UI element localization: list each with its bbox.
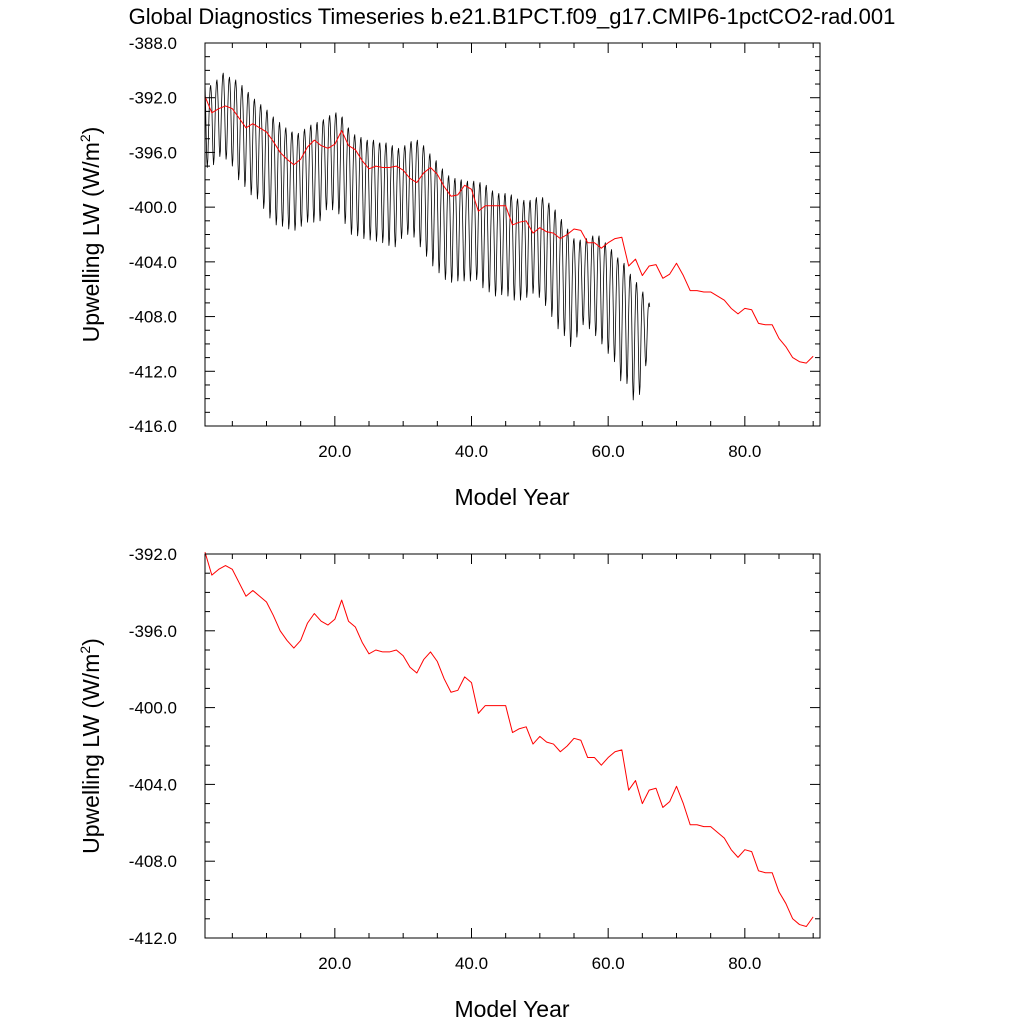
panel-top-series [204, 72, 814, 401]
panel-top-x-axis-title: Model Year [454, 484, 569, 510]
panel-bottom-ticks: 20.0 40.0 60.0 80.0 -392.0 -396.0 -400.0 -404.0… [129, 545, 820, 973]
panel-top: 20.0 40.0 60.0 80.0 -388.0 -392.0 -396.0 -400.0… [77, 34, 821, 510]
y-tick-label: -400.0 [129, 198, 177, 217]
figure-title: Global Diagnostics Timeseries b.e21.B1PC… [129, 4, 896, 29]
panel-top-ticks: 20.0 40.0 60.0 80.0 -388.0 -392.0 -396.0 -400.0… [129, 34, 820, 461]
x-tick-label: 80.0 [728, 442, 761, 461]
panel-top-y-axis-title-close: ) [78, 127, 104, 135]
panel-bottom-y-axis-title-close: ) [78, 638, 104, 646]
y-tick-label: -404.0 [129, 775, 177, 794]
x-tick-label: 60.0 [592, 954, 625, 973]
panel-top-y-axis-title-main: Upwelling LW (W/m [78, 142, 104, 342]
panel-bottom-y-axis-title: Upwelling LW (W/m2) [77, 638, 104, 854]
y-tick-label: -392.0 [129, 545, 177, 564]
panel-bottom-x-axis-title: Model Year [454, 996, 569, 1022]
panel-top-y-axis-title-sup: 2 [77, 134, 93, 142]
panel-bottom-y-axis-title-main: Upwelling LW (W/m [78, 654, 104, 854]
y-tick-label: -416.0 [129, 417, 177, 436]
panel-bottom-series [204, 551, 814, 927]
y-tick-label: -408.0 [129, 308, 177, 327]
series-line-annual-mean [204, 96, 814, 364]
y-tick-label: -388.0 [129, 34, 177, 53]
series-line-annual-mean [204, 551, 814, 927]
y-tick-label: -400.0 [129, 699, 177, 718]
series-line-monthly [204, 72, 651, 401]
panel-bottom: 20.0 40.0 60.0 80.0 -392.0 -396.0 -400.0 -404.0… [77, 545, 821, 1022]
y-tick-label: -404.0 [129, 253, 177, 272]
panel-top-frame [204, 42, 821, 427]
panel-bottom-y-axis-title-sup: 2 [77, 646, 93, 654]
x-tick-label: 20.0 [318, 954, 351, 973]
y-tick-label: -392.0 [129, 89, 177, 108]
y-tick-label: -396.0 [129, 622, 177, 641]
y-tick-label: -408.0 [129, 852, 177, 871]
x-tick-label: 40.0 [455, 954, 488, 973]
y-tick-label: -412.0 [129, 362, 177, 381]
x-tick-label: 40.0 [455, 442, 488, 461]
x-tick-label: 20.0 [318, 442, 351, 461]
x-tick-label: 80.0 [728, 954, 761, 973]
y-tick-label: -412.0 [129, 929, 177, 948]
panel-top-y-axis-title: Upwelling LW (W/m2) [77, 127, 104, 343]
x-tick-label: 60.0 [592, 442, 625, 461]
panel-bottom-frame [204, 553, 821, 939]
y-tick-label: -396.0 [129, 143, 177, 162]
